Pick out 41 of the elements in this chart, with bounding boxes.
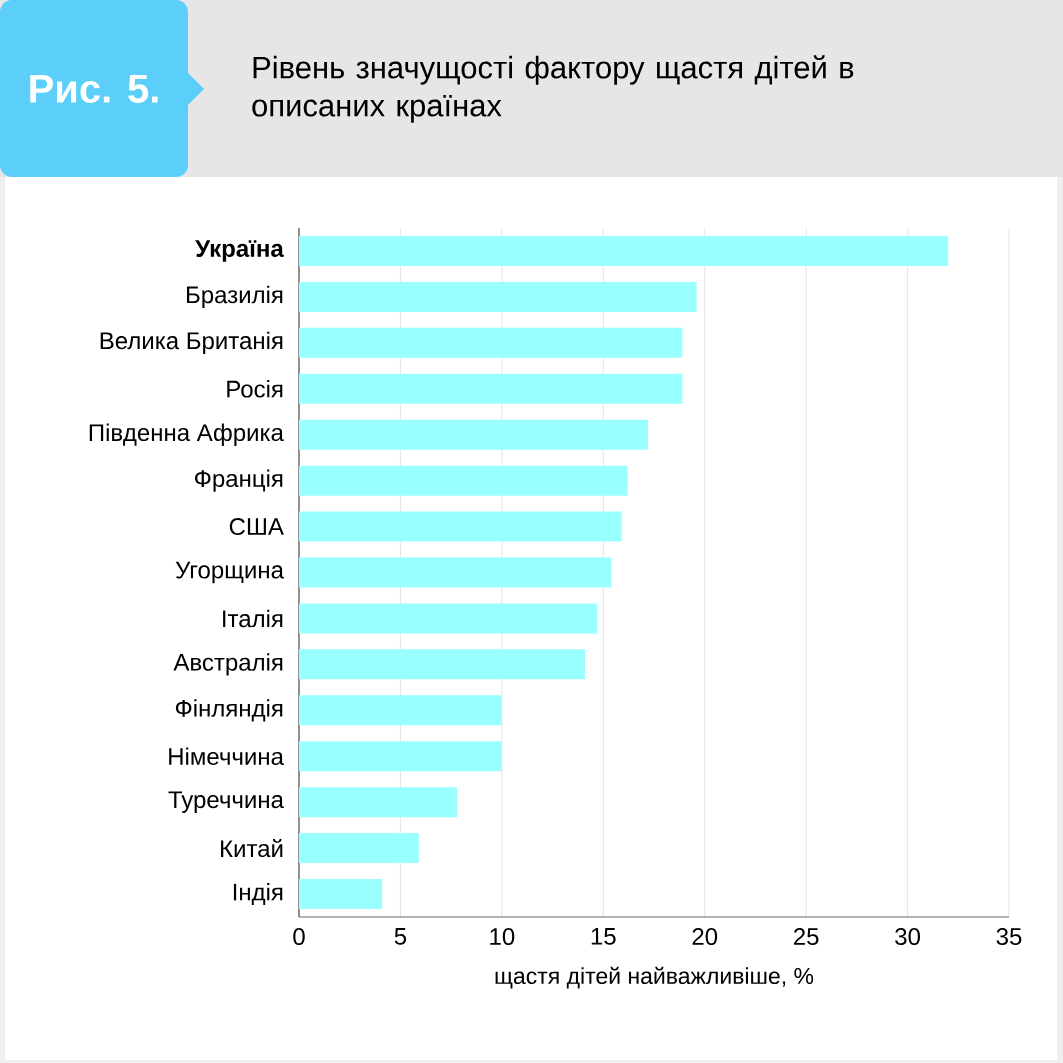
x-tick-label: 10 — [490, 928, 515, 946]
bar — [299, 695, 502, 726]
x-tick-label: 0 — [293, 928, 305, 946]
x-tick-label: 15 — [591, 928, 616, 945]
bar — [299, 833, 419, 864]
x-tick-label: 25 — [794, 928, 819, 946]
bar — [299, 511, 622, 542]
bar — [299, 465, 628, 496]
x-tick-label: 35 — [996, 928, 1022, 946]
y-tick-label: Туреччина — [168, 791, 284, 813]
bar — [299, 419, 648, 450]
y-tick-label: Україна — [195, 240, 284, 262]
y-tick-label: Велика Британія — [100, 331, 283, 355]
y-tick-label: Фінляндія — [175, 699, 283, 722]
y-tick-label: Індія — [233, 882, 283, 906]
bar — [299, 879, 383, 910]
y-tick-label: Італія — [223, 609, 283, 628]
bar — [299, 787, 458, 818]
bar — [299, 235, 949, 266]
x-tick-label: 5 — [394, 928, 407, 945]
text: Рис. 5. — [30, 75, 158, 103]
y-tick-label: Бразилія — [186, 285, 283, 309]
y-tick-label: Німеччина — [169, 747, 284, 766]
bar — [299, 603, 598, 634]
bar — [299, 741, 502, 772]
x-tick-label: 30 — [895, 928, 920, 946]
y-tick-label: Південна Африка — [89, 423, 284, 446]
y-tick-label: Китай — [221, 839, 283, 858]
bar — [299, 327, 683, 358]
bar — [299, 649, 586, 680]
chart-title: Рівень значущості фактору щастя дітей в описаних країнах — [252, 55, 854, 123]
y-tick-label: Росія — [227, 379, 283, 398]
y-tick-label: Угорщина — [175, 561, 284, 584]
bar — [299, 373, 683, 404]
x-tick-label: 20 — [692, 928, 718, 946]
bar — [299, 557, 612, 588]
y-tick-label: Франція — [195, 469, 283, 492]
x-axis-title: щастя дітей найважливіше, % — [495, 966, 814, 989]
bar — [299, 281, 697, 312]
y-tick-label: США — [229, 518, 284, 536]
y-tick-label: Австралія — [173, 653, 283, 676]
